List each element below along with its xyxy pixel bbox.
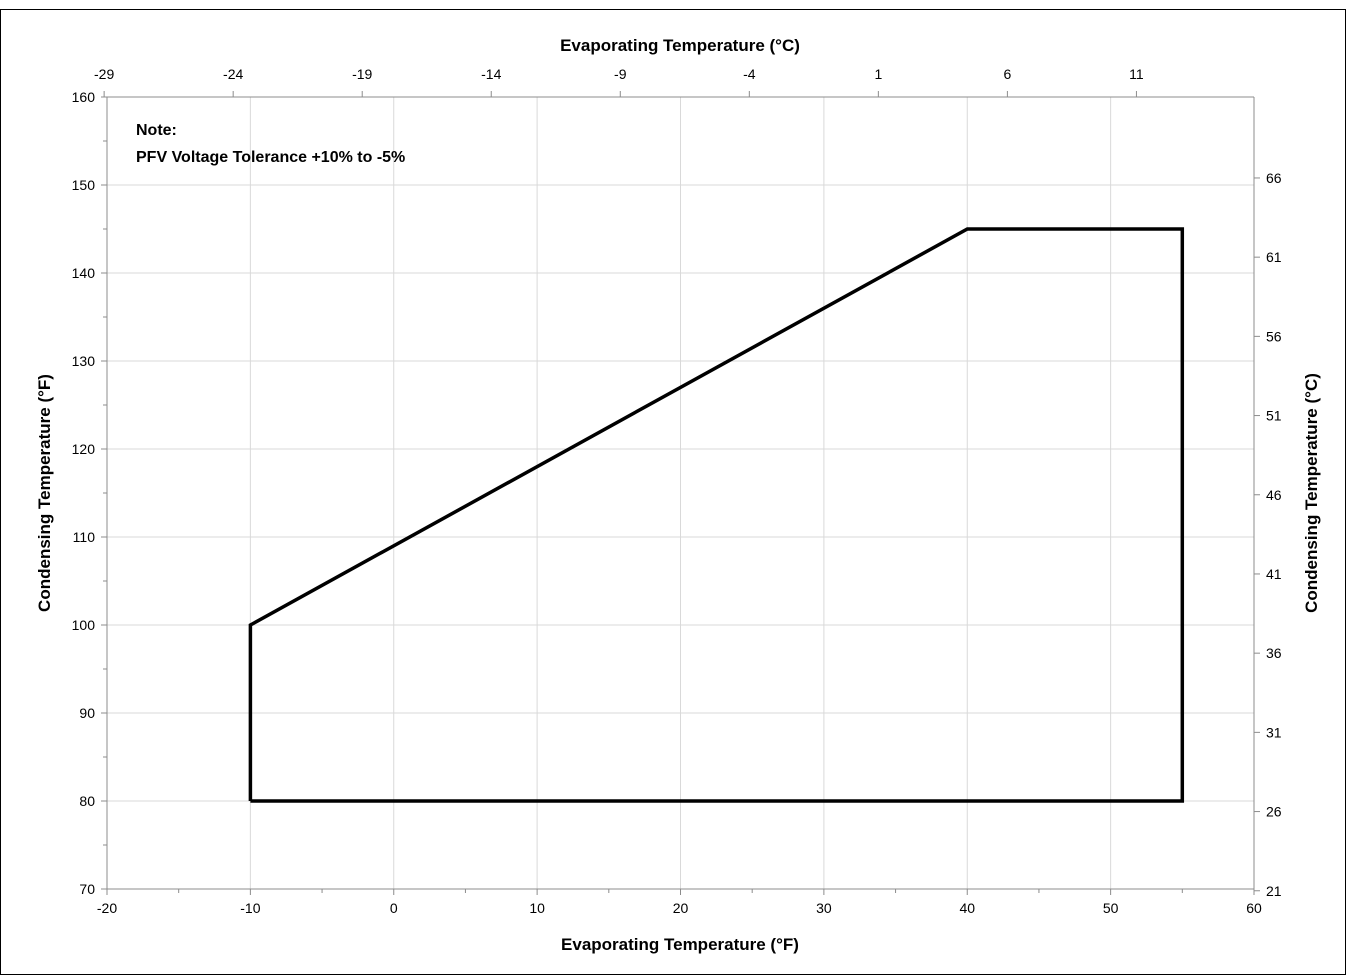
top-x-tick-label: -9 (614, 66, 627, 82)
right-y-tick-label: 61 (1266, 249, 1282, 265)
y-tick-label: 110 (73, 529, 96, 545)
x-tick-label: 20 (673, 900, 689, 916)
top-x-axis-title: Evaporating Temperature (°C) (560, 36, 800, 55)
x-tick-label: 60 (1246, 900, 1262, 916)
y-tick-label: 130 (72, 353, 96, 369)
gridlines (107, 96, 1254, 889)
y-tick-label: 120 (72, 441, 96, 457)
right-y-tick-label: 51 (1266, 408, 1282, 424)
right-y-tick-label: 26 (1266, 804, 1282, 820)
right-y-tick-label: 41 (1266, 566, 1282, 582)
axes (101, 91, 1260, 895)
x-tick-label: 10 (529, 900, 545, 916)
y-tick-label: 80 (79, 793, 95, 809)
x-tick-label: 30 (816, 900, 832, 916)
y-axis-title: Condensing Temperature (°F) (35, 374, 54, 612)
y-tick-label: 100 (72, 617, 96, 633)
top-x-tick-label: -14 (481, 66, 501, 82)
top-x-tick-label: -19 (352, 66, 372, 82)
top-x-tick-label: -29 (94, 66, 114, 82)
tick-labels: -20 -10 0 10 20 30 40 50 60 70 80 90 100 110 120 130 140… (72, 66, 1282, 916)
right-y-tick-label: 56 (1266, 328, 1282, 344)
y-tick-label: 140 (72, 265, 96, 281)
y-tick-label: 160 (72, 89, 96, 105)
x-tick-label: 40 (959, 900, 975, 916)
x-tick-label: 0 (390, 900, 398, 916)
y-tick-label: 70 (79, 881, 95, 897)
x-tick-label: 50 (1103, 900, 1119, 916)
top-x-tick-label: 6 (1003, 66, 1011, 82)
right-y-tick-label: 31 (1266, 724, 1282, 740)
top-x-tick-label: 1 (874, 66, 882, 82)
note-text: PFV Voltage Tolerance +10% to -5% (136, 149, 405, 166)
top-x-tick-label: -4 (743, 66, 756, 82)
top-x-tick-label: -24 (223, 66, 243, 82)
right-y-tick-label: 66 (1266, 170, 1282, 186)
operating-envelope-line (248, 227, 1185, 803)
y-tick-label: 150 (72, 177, 96, 193)
right-y-axis-title: Condensing Temperature (°C) (1302, 373, 1321, 613)
y-tick-label: 90 (79, 705, 95, 721)
right-y-tick-label: 36 (1266, 645, 1282, 661)
x-tick-label: -20 (97, 900, 117, 916)
right-y-tick-label: 21 (1266, 883, 1282, 899)
series-layer (248, 227, 1185, 803)
right-y-tick-label: 46 (1266, 487, 1282, 503)
x-axis-title: Evaporating Temperature (°F) (561, 935, 799, 954)
note-title: Note: (136, 122, 177, 139)
x-tick-label: -10 (240, 900, 260, 916)
top-x-tick-label: 11 (1129, 66, 1144, 82)
